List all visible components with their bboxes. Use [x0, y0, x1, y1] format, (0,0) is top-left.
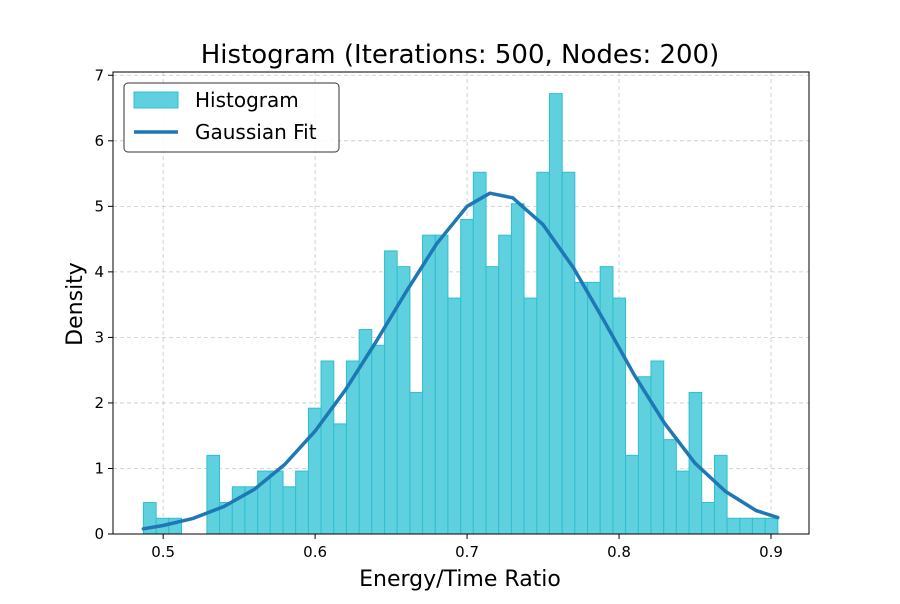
histogram-bar — [409, 391, 424, 535]
histogram-bar — [320, 360, 335, 535]
x-axis-ticks: 0.5 0.6 0.7 0.8 0.9 — [151, 534, 783, 561]
histogram-bar — [726, 517, 741, 535]
histogram-bar — [422, 234, 436, 535]
x-tick-label: 0.7 — [455, 543, 479, 561]
legend-label-gaussian-fit: Gaussian Fit — [195, 120, 317, 144]
histogram-bar — [333, 423, 347, 535]
histogram-bar — [472, 171, 487, 535]
y-tick-label: 1 — [94, 459, 104, 477]
histogram-bar — [751, 517, 766, 535]
y-tick-label: 4 — [94, 263, 104, 281]
y-tick-label: 3 — [94, 328, 104, 346]
histogram-bar — [498, 234, 512, 535]
histogram-bar — [713, 454, 728, 535]
histogram-bar — [384, 250, 398, 535]
histogram-bar — [599, 266, 614, 535]
histogram-bar — [701, 502, 715, 535]
histogram-bar — [587, 281, 601, 535]
histogram-bar — [460, 218, 474, 535]
y-tick-label: 5 — [94, 197, 104, 215]
histogram-bar — [612, 297, 627, 535]
legend-label-histogram: Histogram — [195, 88, 299, 112]
gaussian-fit-line — [141, 191, 780, 531]
histogram-bar — [739, 517, 753, 535]
histogram-bar — [650, 360, 665, 535]
plot-area-frame — [112, 71, 810, 535]
histogram-bar — [269, 470, 284, 535]
histogram-bar — [295, 470, 309, 535]
histogram-bar — [663, 439, 677, 535]
histogram-bar — [206, 454, 221, 535]
histogram-bar — [371, 344, 386, 535]
x-axis-title: Energy/Time Ratio — [359, 567, 561, 592]
histogram-bar — [447, 297, 462, 535]
histogram-bar — [561, 171, 576, 535]
x-tick-label: 0.8 — [607, 543, 631, 561]
y-tick-label: 6 — [94, 132, 104, 150]
legend-swatch-histogram — [133, 91, 179, 109]
x-tick-label: 0.9 — [759, 543, 783, 561]
histogram-bar — [675, 470, 690, 535]
y-tick-label: 7 — [94, 66, 104, 84]
x-tick-label: 0.5 — [151, 543, 175, 561]
histogram-bar — [282, 486, 297, 535]
y-axis-ticks: 0 1 2 3 4 5 6 7 — [94, 66, 113, 543]
histogram-bar — [764, 517, 779, 535]
histogram-bar — [434, 234, 449, 535]
y-tick-label: 0 — [94, 525, 104, 543]
x-tick-label: 0.6 — [303, 543, 327, 561]
histogram-bar — [574, 281, 589, 535]
histogram-bar — [510, 203, 525, 535]
legend: Histogram Gaussian Fit — [123, 82, 340, 153]
histogram-bar — [485, 266, 500, 535]
histogram-bar — [625, 454, 639, 535]
y-axis-title: Density — [63, 262, 88, 346]
histogram-bars — [142, 93, 779, 535]
gaussian-fit-layer — [141, 191, 780, 531]
histogram-bar — [523, 297, 538, 535]
chart-title: Histogram (Iterations: 500, Nodes: 200) — [201, 40, 720, 70]
y-tick-label: 2 — [94, 394, 104, 412]
histogram-bar — [548, 93, 563, 535]
